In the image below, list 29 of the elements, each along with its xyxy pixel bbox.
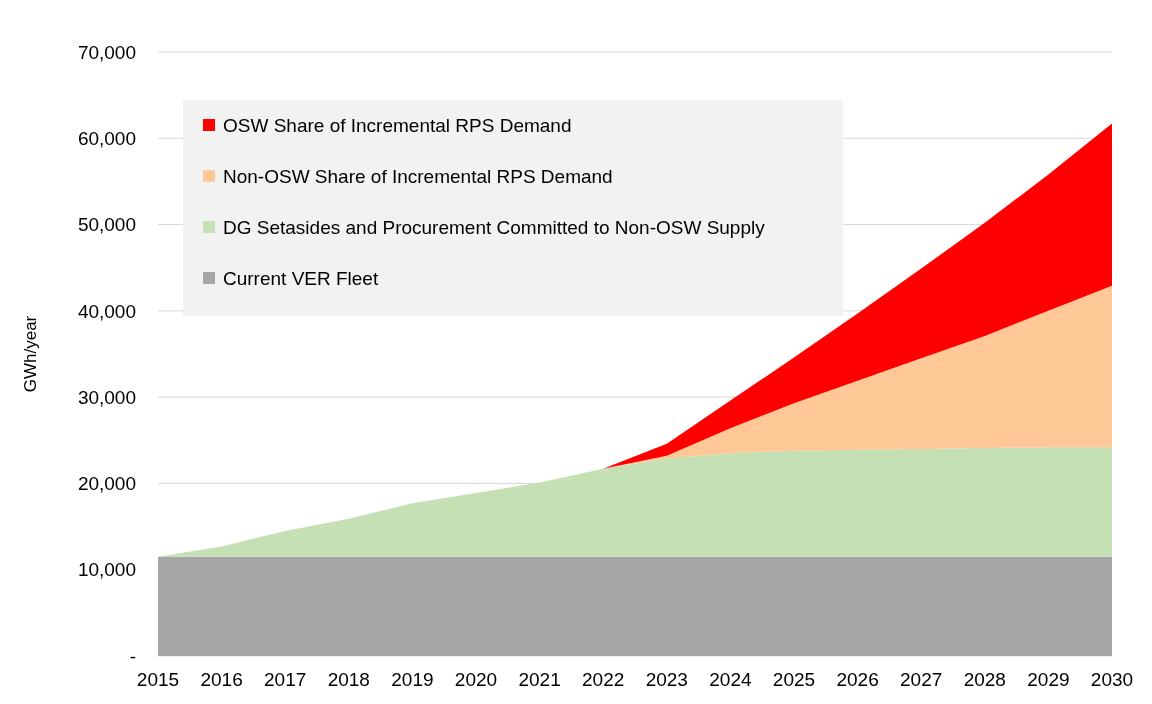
y-tick-label: 50,000 [77,214,136,236]
x-tick-label: 2027 [900,669,943,690]
x-tick-label: 2029 [1027,669,1070,690]
legend-label: Non-OSW Share of Incremental RPS Demand [223,165,613,187]
x-tick-label: 2016 [200,669,243,690]
legend-label: OSW Share of Incremental RPS Demand [223,114,572,136]
y-tick-label: 20,000 [77,473,136,495]
x-tick-label: 2019 [391,669,434,690]
x-tick-label: 2021 [518,669,561,690]
x-tick-label: 2020 [454,669,498,690]
y-tick-label: 40,000 [77,300,136,322]
x-tick-label: 2028 [963,669,1006,690]
x-tick-label: 2022 [582,669,625,690]
y-tick-label: 70,000 [77,41,136,63]
y-tick-label: 10,000 [77,559,136,581]
x-tick-label: 2015 [136,669,180,690]
x-tick-label: 2030 [1090,669,1134,690]
x-tick-label: 2017 [264,669,307,690]
legend-label: DG Setasides and Procurement Committed to Non-OSW Supply [223,216,766,238]
x-tick-label: 2024 [709,669,752,690]
y-tick-label: 30,000 [77,386,136,408]
x-tick-label: 2018 [327,669,370,690]
legend-label: Current VER Fleet [223,267,379,289]
y-tick-label: - [129,645,136,667]
y-axis-title: GWh/year [21,315,40,393]
x-tick-label: 2025 [772,669,816,690]
x-tick-label: 2026 [836,669,879,690]
y-tick-label: 60,000 [77,127,136,149]
x-tick-label: 2023 [645,669,688,690]
